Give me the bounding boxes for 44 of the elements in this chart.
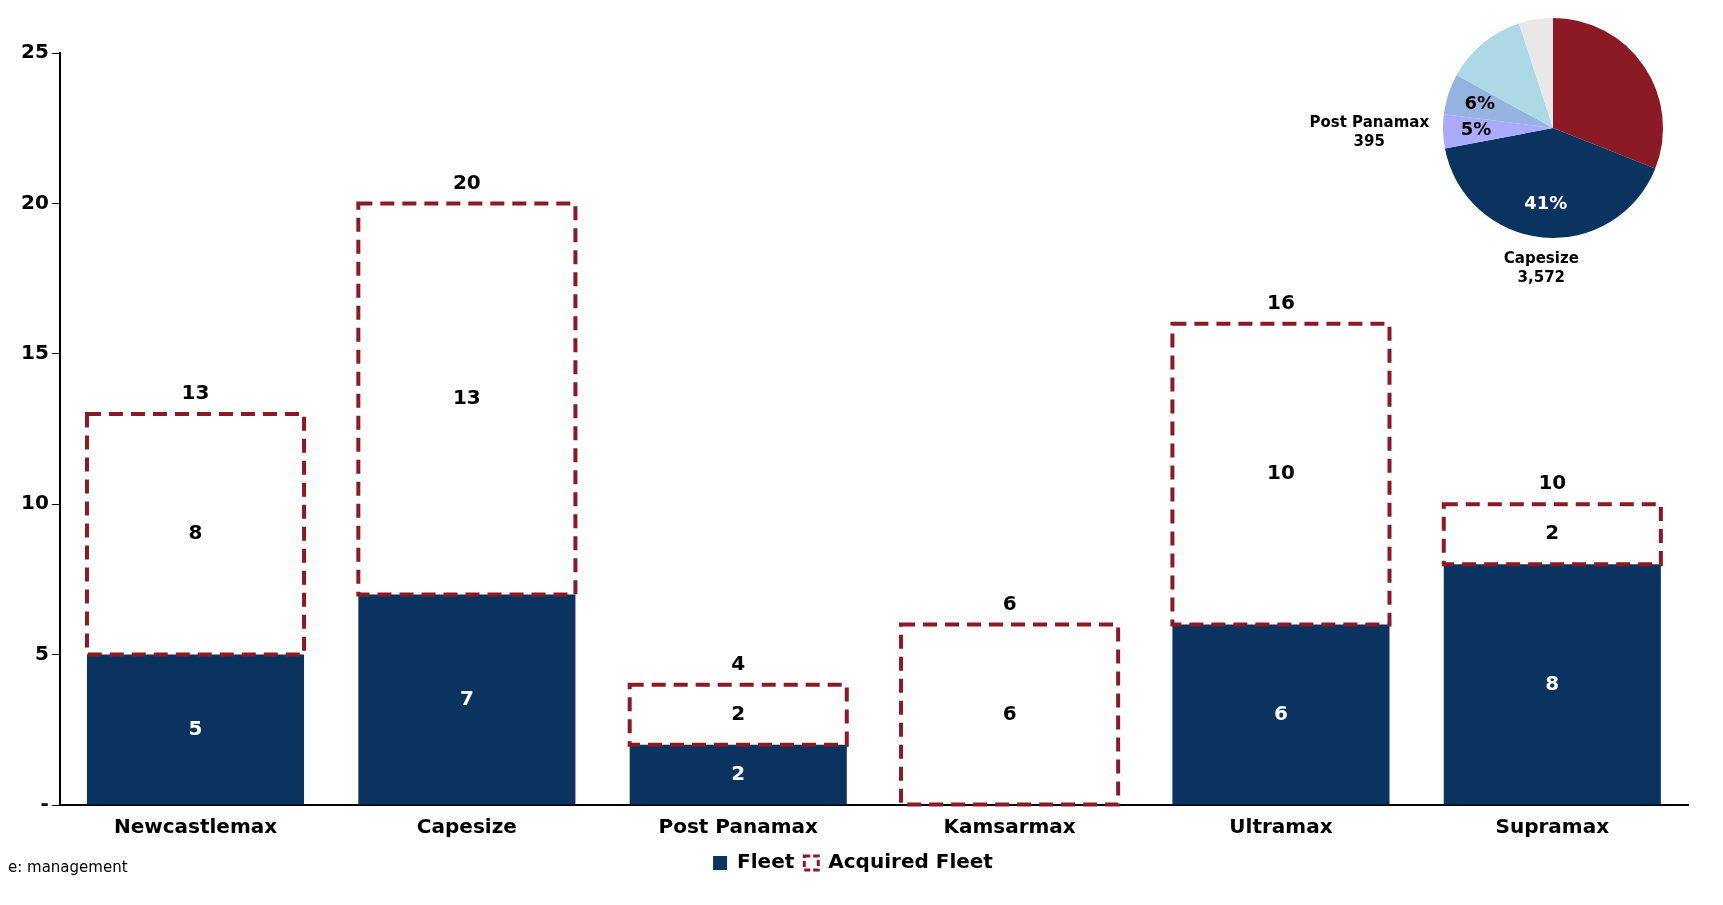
legend-label: Fleet [737,849,795,874]
bar [1172,624,1390,805]
data-label: 6% [1464,91,1496,113]
data-label: 7 [459,685,474,710]
x-tick-label: Post Panamax [658,814,819,839]
bar [86,654,305,805]
y-tick-label: 10 [20,490,49,515]
x-tick-label: Newcastlemax [113,814,278,839]
x-tick-label: Capesize [416,814,517,839]
data-label: 2 [731,700,746,725]
y-tick-label: 20 [20,189,49,214]
total-label: 13 [181,380,210,405]
total-label: 10 [1538,470,1567,495]
data-label: 2 [1545,520,1560,545]
legend-label: Acquired Fleet [828,849,994,874]
bar [1443,564,1661,805]
text: 3,572 [1517,267,1566,286]
data-label: 5% [1460,118,1492,140]
text: 395 [1353,131,1385,150]
bar [629,744,847,805]
y-tick-label: - [40,791,49,816]
data-label: 5 [188,715,203,740]
data-label: 10 [1267,460,1295,485]
text: e: management [8,858,128,876]
data-label: 8 [188,520,203,545]
y-tick-label: 5 [34,640,49,665]
data-label: 6 [1274,700,1288,725]
total-label: 4 [731,650,746,675]
slice-label: Capesize [1503,248,1579,267]
total-label: 6 [1002,590,1017,615]
data-label: 41% [1524,192,1568,214]
data-label: 2 [731,760,746,785]
data-label: 13 [452,385,481,410]
y-tick-label: 15 [20,340,49,364]
y-tick-label: 25 [20,39,49,64]
slice-label: Post Panamax [1309,112,1430,131]
data-label: 8 [1545,670,1560,695]
x-tick-label: Supramax [1495,814,1610,839]
total-label: 16 [1267,289,1295,314]
total-label: 20 [452,169,481,194]
data-label: 6 [1002,700,1017,725]
bar [358,594,576,805]
x-tick-label: Ultramax [1229,814,1333,839]
x-tick-label: Kamsarmax [943,814,1076,839]
